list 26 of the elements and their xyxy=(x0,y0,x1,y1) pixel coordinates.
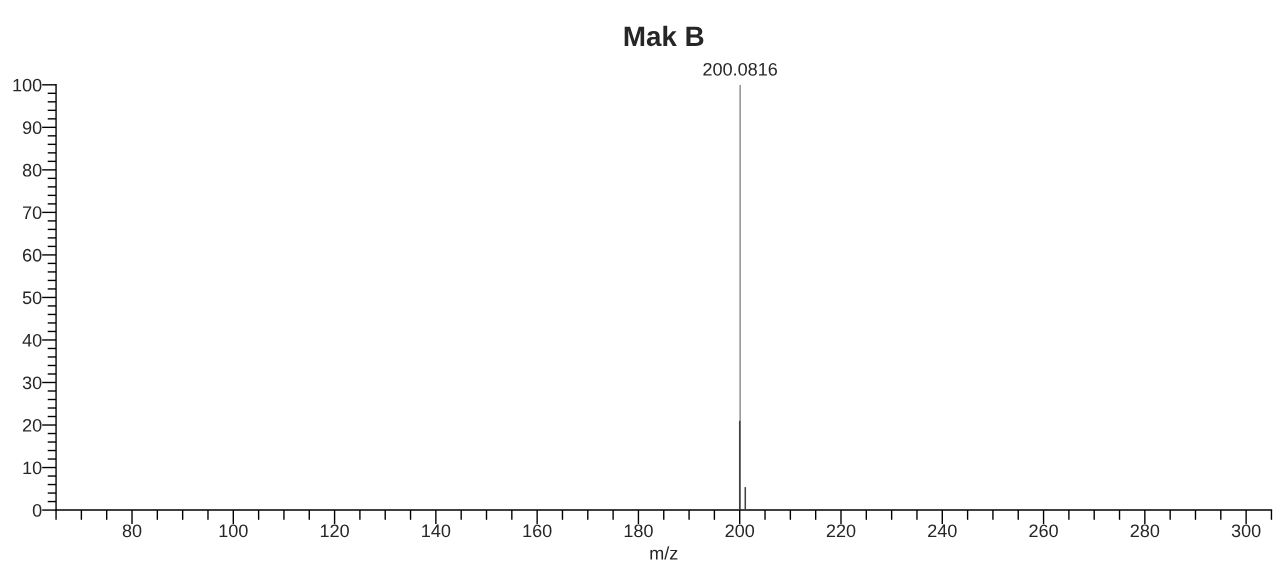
x-tick-label: 240 xyxy=(928,524,957,538)
y-tick-label: 90 xyxy=(22,121,42,135)
x-tick-label: 200 xyxy=(725,524,755,538)
x-tick-label: 220 xyxy=(826,524,856,538)
x-tick-label: 180 xyxy=(624,524,653,538)
x-tick-label: 280 xyxy=(1130,524,1160,538)
x-tick-label: 160 xyxy=(523,524,552,538)
y-tick-label: 30 xyxy=(22,376,42,390)
y-tick-label: 0 xyxy=(32,504,42,517)
y-tick-label: 80 xyxy=(22,163,42,177)
y-tick-label: 10 xyxy=(23,461,42,475)
x-tick-label: 80 xyxy=(122,524,142,538)
x-axis-title: m/z xyxy=(650,546,678,560)
y-tick-label: 20 xyxy=(22,418,42,432)
x-tick-label: 140 xyxy=(422,524,451,538)
x-tick-label: 260 xyxy=(1029,524,1058,538)
annotation: 200.0816 xyxy=(703,62,777,76)
y-tick-label: 60 xyxy=(23,248,42,262)
y-tick-label: 50 xyxy=(22,291,42,305)
y-tick-label: 100 xyxy=(13,78,42,92)
y-tick-label: 70 xyxy=(23,206,42,220)
chart-title: Mak B xyxy=(624,25,704,47)
x-tick-label: 300 xyxy=(1231,524,1261,538)
x-tick-label: 100 xyxy=(219,524,248,538)
y-tick-label: 40 xyxy=(22,333,42,347)
x-tick-label: 120 xyxy=(320,524,349,538)
